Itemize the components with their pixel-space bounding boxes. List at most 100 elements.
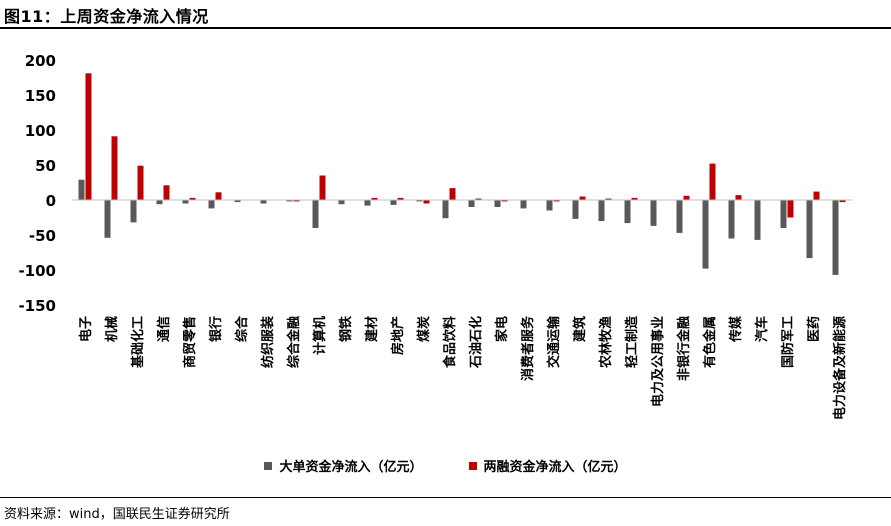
y-tick-label: -50 (29, 227, 56, 245)
x-tick-label: 纺织服装 (260, 316, 276, 368)
bar-large-order-14 (442, 200, 449, 219)
x-tick-label: 机械 (104, 316, 120, 342)
x-tick-label: 国防军工 (780, 316, 796, 368)
bar-margin-20 (605, 198, 612, 200)
x-tick-label: 轻工制造 (624, 315, 640, 368)
bar-large-order-28 (806, 200, 813, 259)
bar-large-order-19 (572, 200, 579, 219)
bar-margin-0 (85, 73, 92, 200)
bar-chart: 200150100500-50-100-150电子 机械 基础化工 通信 商贸零售 银行综… (18, 52, 852, 420)
bar-large-order-17 (520, 200, 527, 209)
bar-large-order-9 (312, 200, 319, 228)
footer-divider (0, 497, 891, 498)
x-tick-label: 房地产 (390, 316, 406, 355)
bar-margin-16 (501, 200, 508, 202)
x-tick-label: 电力设备及新能源 (832, 316, 848, 420)
bar-large-order-16 (494, 200, 501, 207)
bar-margin-24 (709, 163, 716, 200)
x-tick-label: 汽车 (754, 316, 770, 342)
x-tick-label: 电子 (78, 316, 94, 342)
bar-margin-19 (579, 196, 586, 200)
bar-large-order-26 (754, 200, 761, 240)
bar-large-order-12 (390, 200, 397, 205)
bar-large-order-15 (468, 200, 475, 207)
x-tick-label: 综合 (234, 315, 250, 342)
bar-margin-28 (813, 191, 820, 200)
x-tick-label: 交通运输 (546, 315, 562, 368)
source-note: 资料来源：wind，国联民生证券研究所 (4, 507, 230, 522)
legend-label-large-order: 大单资金净流入（亿元） (279, 460, 423, 475)
x-tick-label: 基础化工 (130, 316, 146, 369)
chart-title: 图11：上周资金净流入情况 (4, 7, 209, 26)
x-tick-label: 电力及公用事业 (650, 316, 666, 407)
bar-large-order-22 (650, 200, 657, 226)
bar-margin-23 (683, 195, 690, 200)
legend-item-margin: 两融资金净流入（亿元） (468, 456, 627, 475)
bar-large-order-25 (728, 200, 735, 239)
bar-large-order-20 (598, 200, 605, 221)
bar-large-order-2 (130, 200, 137, 223)
bar-large-order-18 (546, 200, 553, 211)
bar-large-order-29 (832, 200, 839, 275)
x-tick-label: 食品饮料 (442, 316, 458, 368)
bar-large-order-0 (78, 179, 85, 200)
x-tick-label: 消费者服务 (520, 315, 536, 381)
bar-margin-2 (137, 165, 144, 200)
y-tick-label: 150 (25, 87, 56, 105)
bar-large-order-13 (416, 200, 423, 202)
x-tick-label: 煤炭 (416, 316, 432, 342)
y-tick-label: -100 (18, 262, 56, 280)
bar-large-order-3 (156, 200, 163, 205)
legend-item-large-order: 大单资金净流入（亿元） (264, 456, 423, 475)
y-tick-label: 100 (25, 122, 56, 140)
y-tick-label: 50 (35, 157, 56, 175)
x-tick-label: 建材 (364, 316, 380, 342)
x-tick-label: 计算机 (312, 316, 328, 355)
bar-large-order-4 (182, 200, 189, 204)
x-tick-label: 通信 (156, 316, 172, 342)
x-tick-label: 非银行金融 (676, 316, 692, 381)
x-tick-label: 家电 (494, 316, 510, 342)
x-tick-label: 建筑 (572, 316, 588, 342)
legend-swatch-margin (468, 461, 477, 470)
bar-margin-21 (631, 197, 638, 200)
bar-large-order-7 (260, 200, 267, 204)
x-tick-label: 传媒 (728, 315, 744, 343)
y-tick-label: -150 (18, 297, 56, 315)
bar-margin-5 (215, 192, 222, 200)
x-tick-label: 银行 (208, 316, 224, 342)
bar-large-order-8 (286, 200, 293, 202)
x-tick-label: 综合金融 (286, 316, 302, 368)
bar-margin-12 (397, 197, 404, 200)
bar-margin-1 (111, 136, 118, 200)
x-tick-label: 石油石化 (468, 316, 484, 369)
bar-margin-13 (423, 200, 430, 204)
bar-large-order-24 (702, 200, 709, 269)
x-tick-label: 有色金属 (702, 316, 718, 368)
bar-margin-8 (293, 200, 300, 202)
bar-margin-18 (553, 200, 560, 202)
bar-large-order-11 (364, 200, 371, 206)
bar-large-order-21 (624, 200, 631, 224)
x-tick-label: 农林牧渔 (598, 316, 614, 369)
bar-margin-25 (735, 195, 742, 200)
bar-large-order-6 (234, 200, 241, 203)
bar-margin-14 (449, 188, 456, 200)
legend-swatch-large-order (264, 461, 273, 470)
bar-margin-29 (839, 200, 846, 203)
title-divider (0, 27, 891, 29)
y-tick-label: 0 (46, 192, 56, 210)
bar-large-order-10 (338, 200, 345, 205)
x-tick-label: 商贸零售 (182, 316, 198, 368)
legend-label-margin: 两融资金净流入（亿元） (483, 460, 627, 475)
bar-margin-9 (319, 175, 326, 200)
bar-large-order-23 (676, 200, 683, 233)
bar-large-order-27 (780, 200, 787, 228)
bar-large-order-5 (208, 200, 215, 209)
bar-margin-11 (371, 197, 378, 200)
x-tick-label: 医药 (806, 316, 822, 342)
chart-legend: 大单资金净流入（亿元） 两融资金净流入（亿元） (0, 456, 891, 475)
bar-margin-4 (189, 197, 196, 200)
y-tick-label: 200 (25, 52, 56, 70)
bar-margin-3 (163, 185, 170, 200)
